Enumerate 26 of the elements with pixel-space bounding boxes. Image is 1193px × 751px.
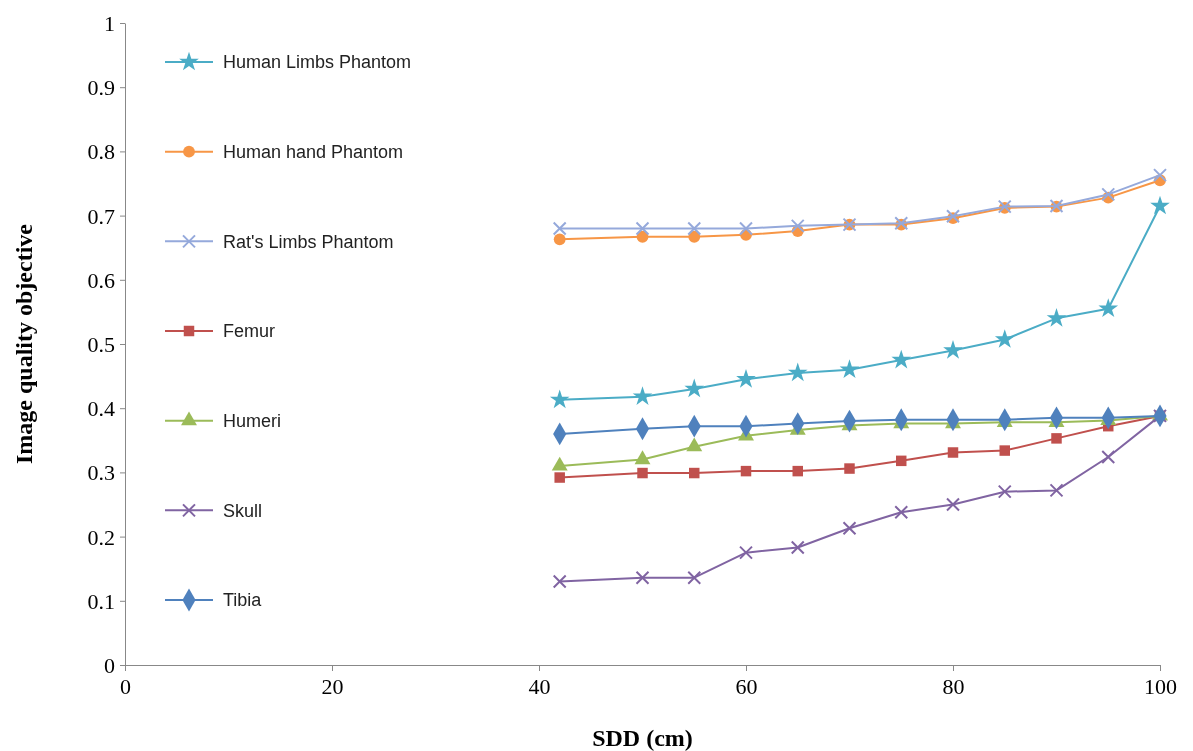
x-tick-label: 60 bbox=[735, 673, 758, 699]
y-tick-label: 0.1 bbox=[87, 588, 115, 614]
legend-label: Skull bbox=[223, 500, 263, 521]
x-tick-label: 80 bbox=[942, 673, 965, 699]
y-tick-label: 0.8 bbox=[87, 139, 115, 165]
legend-label: Tibia bbox=[223, 590, 263, 611]
y-tick-label: 0.5 bbox=[87, 332, 115, 357]
x-tick-label: 40 bbox=[528, 673, 551, 699]
y-tick-label: 0.3 bbox=[87, 460, 115, 486]
y-tick-label: 0.2 bbox=[87, 524, 115, 550]
legend-label: Human Limbs Phantom bbox=[223, 52, 412, 73]
legend-label: Human hand Phantom bbox=[223, 141, 404, 162]
y-axis-title: Image quality objective bbox=[11, 223, 37, 464]
y-tick-label: 0.7 bbox=[87, 203, 115, 229]
y-tick-label: 0.9 bbox=[87, 75, 115, 101]
x-tick-label: 20 bbox=[321, 673, 344, 699]
y-tick-label: 0.6 bbox=[87, 267, 115, 293]
legend-label: Femur bbox=[223, 321, 276, 342]
legend-label: Humeri bbox=[223, 410, 282, 431]
x-tick-label: 0 bbox=[120, 673, 131, 699]
x-axis-title: SDD (cm) bbox=[592, 725, 693, 751]
x-tick-label: 100 bbox=[1144, 673, 1177, 699]
y-tick-label: 1 bbox=[104, 11, 115, 36]
y-tick-label: 0.4 bbox=[87, 396, 115, 422]
legend-label: Rat's Limbs Phantom bbox=[223, 231, 394, 252]
y-tick-label: 0 bbox=[104, 653, 115, 678]
